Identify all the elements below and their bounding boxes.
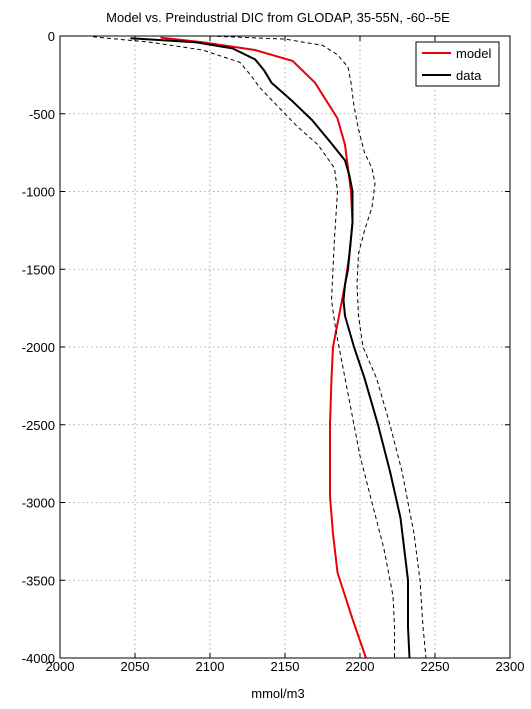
x-tick-label: 2300 — [496, 659, 525, 674]
data-range-dashed-line — [209, 35, 427, 659]
series-line-data — [130, 37, 411, 659]
legend-label-model: model — [456, 46, 492, 61]
x-tick-label: 2150 — [271, 659, 300, 674]
y-tick-label: -3500 — [22, 573, 55, 588]
x-tick-label: 2050 — [121, 659, 150, 674]
x-tick-label: 2250 — [421, 659, 450, 674]
y-tick-label: -500 — [29, 107, 55, 122]
y-tick-label: -3000 — [22, 496, 55, 511]
y-tick-label: -2000 — [22, 340, 55, 355]
series-line-model — [160, 36, 367, 659]
y-tick-label: -4000 — [22, 651, 55, 666]
legend-box — [415, 41, 500, 87]
y-tick-label: -1000 — [22, 185, 55, 200]
series-lines — [92, 35, 427, 659]
x-tick-label: 2000 — [46, 659, 75, 674]
legend-label-data: data — [456, 68, 482, 83]
chart-title: Model vs. Preindustrial DIC from GLODAP,… — [106, 10, 450, 25]
y-tick-label: -1500 — [22, 262, 55, 277]
legend: model data — [415, 41, 500, 87]
axis-ticks: 2000 2050 2100 2150 2200 2250 2300 0 -500 -1000 -1… — [22, 29, 525, 674]
y-tick-label: 0 — [48, 29, 55, 44]
grid-lines — [60, 36, 510, 658]
x-axis-label: mmol/m3 — [251, 686, 304, 701]
x-tick-label: 2100 — [196, 659, 225, 674]
data-range-dashed-line — [92, 36, 395, 658]
x-tick-label: 2200 — [346, 659, 375, 674]
y-tick-label: -2500 — [22, 418, 55, 433]
